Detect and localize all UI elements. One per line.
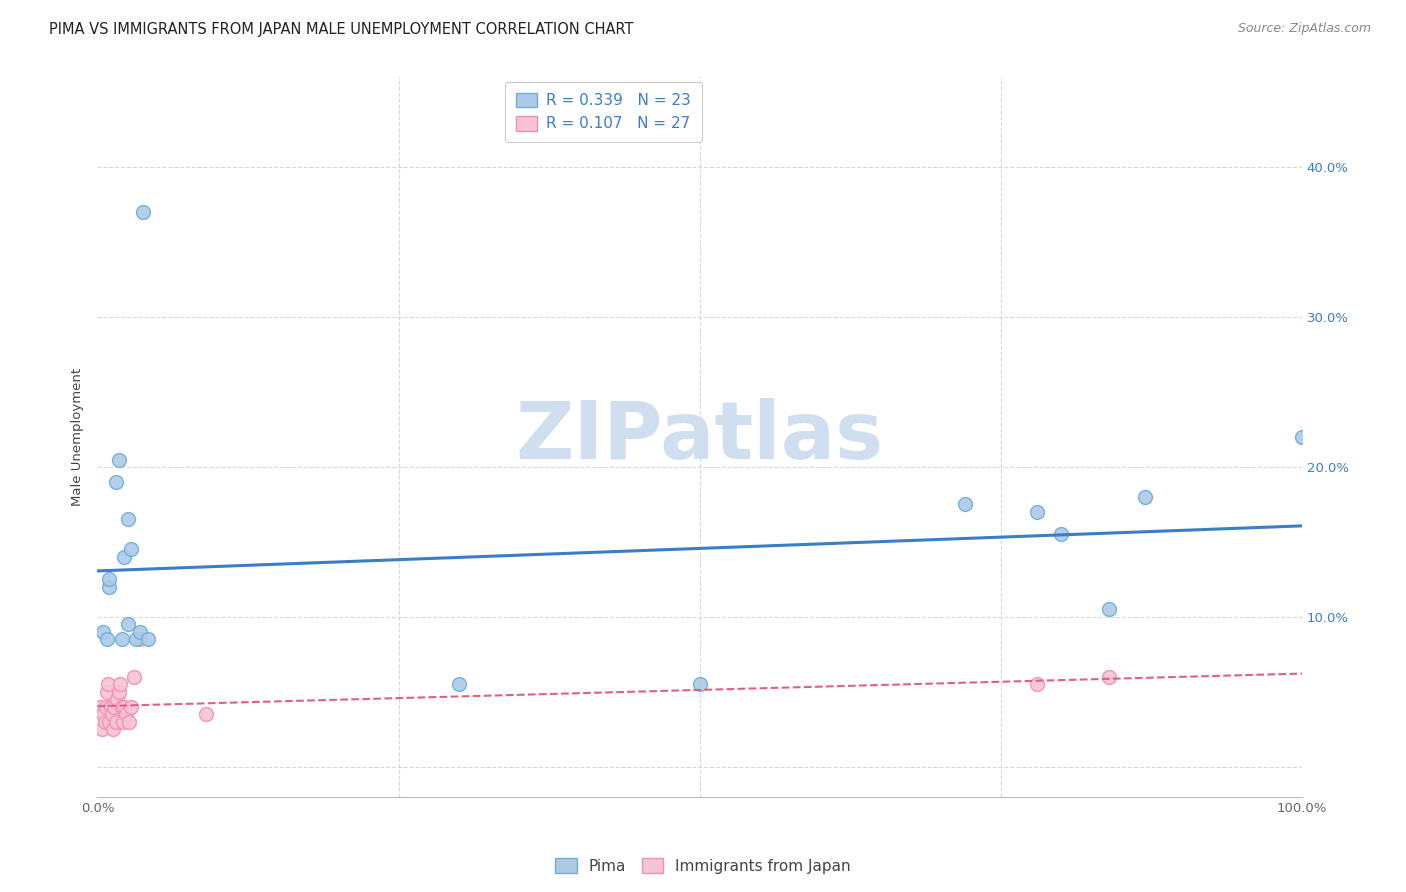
Point — [1135, 490, 1157, 504]
Point — [128, 632, 150, 647]
Point — [122, 670, 145, 684]
Point — [117, 617, 139, 632]
Point — [93, 714, 115, 729]
Point — [689, 677, 711, 691]
Point — [89, 699, 111, 714]
Point — [103, 699, 125, 714]
Point — [110, 677, 132, 691]
Point — [128, 624, 150, 639]
Point — [97, 677, 120, 691]
Point — [1026, 505, 1049, 519]
Point — [111, 714, 134, 729]
Point — [98, 580, 121, 594]
Point — [1098, 670, 1121, 684]
Point — [1291, 430, 1313, 444]
Point — [115, 707, 138, 722]
Point — [110, 632, 132, 647]
Point — [104, 475, 127, 489]
Point — [96, 632, 118, 647]
Point — [110, 699, 132, 714]
Point — [120, 699, 142, 714]
Point — [112, 699, 135, 714]
Point — [108, 685, 131, 699]
Point — [1098, 602, 1121, 616]
Point — [1050, 527, 1073, 541]
Point — [91, 723, 114, 737]
Point — [94, 699, 117, 714]
Point — [98, 714, 121, 729]
Point — [118, 714, 141, 729]
Y-axis label: Male Unemployment: Male Unemployment — [72, 368, 84, 506]
Point — [120, 542, 142, 557]
Point — [101, 707, 124, 722]
Text: Source: ZipAtlas.com: Source: ZipAtlas.com — [1237, 22, 1371, 36]
Point — [101, 723, 124, 737]
Point — [96, 685, 118, 699]
Point — [105, 692, 128, 706]
Text: ZIPatlas: ZIPatlas — [516, 398, 884, 476]
Point — [132, 205, 155, 219]
Point — [93, 624, 115, 639]
Point — [108, 452, 131, 467]
Point — [104, 714, 127, 729]
Point — [117, 512, 139, 526]
Point — [194, 707, 217, 722]
Legend: Pima, Immigrants from Japan: Pima, Immigrants from Japan — [550, 852, 856, 880]
Point — [100, 699, 122, 714]
Text: PIMA VS IMMIGRANTS FROM JAPAN MALE UNEMPLOYMENT CORRELATION CHART: PIMA VS IMMIGRANTS FROM JAPAN MALE UNEMP… — [49, 22, 634, 37]
Legend: R = 0.339   N = 23, R = 0.107   N = 27: R = 0.339 N = 23, R = 0.107 N = 27 — [505, 82, 702, 142]
Point — [136, 632, 159, 647]
Point — [98, 573, 121, 587]
Point — [1026, 677, 1049, 691]
Point — [125, 632, 148, 647]
Point — [93, 707, 115, 722]
Point — [953, 498, 976, 512]
Point — [447, 677, 470, 691]
Point — [112, 549, 135, 564]
